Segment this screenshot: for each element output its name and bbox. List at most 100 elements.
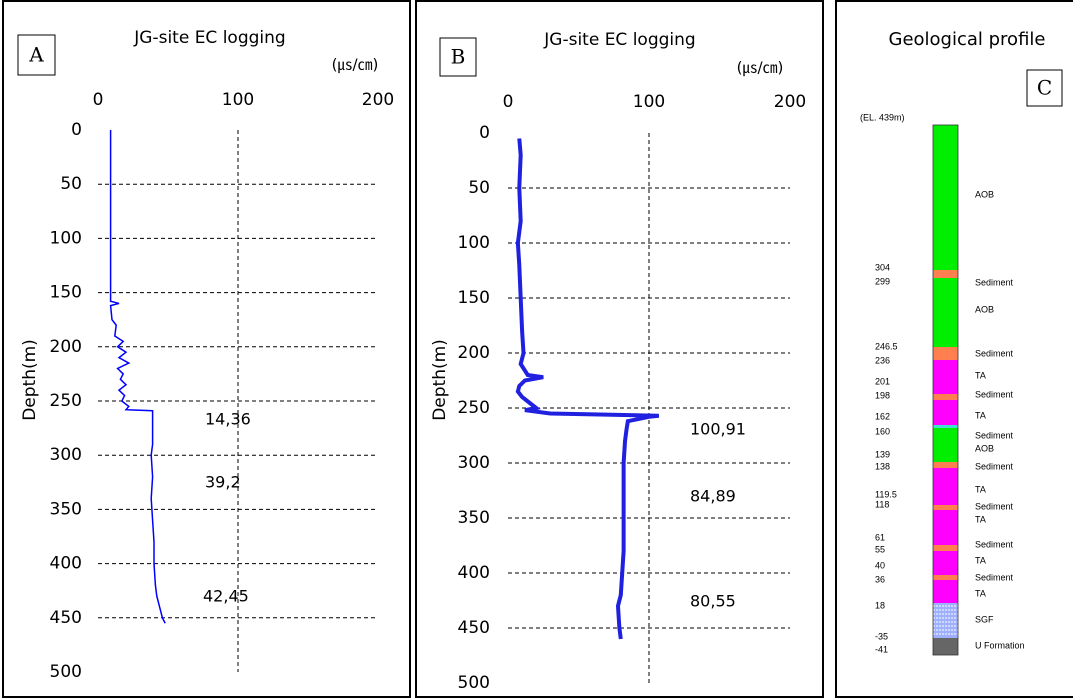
layer (933, 551, 958, 575)
x-tick-label: 0 (93, 90, 104, 110)
annotation: 100,91 (690, 420, 746, 439)
chart-title: JG-site EC logging (133, 28, 285, 48)
y-tick-label: 250 (458, 398, 490, 418)
annotation: 80,55 (690, 592, 736, 611)
y-tick-label: 150 (458, 288, 490, 308)
elevation-label: 201 (875, 376, 890, 386)
elevation-label: 304 (875, 262, 890, 272)
layer (933, 468, 958, 505)
annotation: 84,89 (690, 487, 736, 506)
layer (933, 510, 958, 545)
elevation-label: 18 (875, 600, 885, 610)
layer-name: Sediment (975, 348, 1014, 358)
ec-line (111, 130, 166, 623)
layer (933, 505, 958, 510)
x-tick-label: 200 (362, 90, 394, 110)
layer (933, 278, 958, 347)
x-tick-label: 0 (503, 92, 514, 112)
elevation-label: 40 (875, 560, 885, 570)
layer (933, 545, 958, 551)
panel-label: C (1037, 76, 1052, 100)
layer-name: TA (975, 484, 986, 494)
panel-label: B (451, 45, 466, 69)
annotation: 42,45 (203, 587, 249, 606)
y-tick-label: 300 (458, 453, 490, 473)
layer (933, 603, 958, 638)
unit-label: (㎲/㎝) (737, 59, 784, 77)
elevation-label: 198 (875, 390, 890, 400)
annotation: 39,2 (205, 473, 241, 492)
layer (933, 347, 958, 360)
layer-name: Sediment (975, 539, 1014, 549)
layer-name: Sediment (975, 461, 1014, 471)
figure: JG-site EC logging (㎲/㎝) A Depth(m) 0 100 200 0… (0, 0, 1073, 698)
y-axis-label: Depth(m) (430, 339, 450, 421)
layer (933, 400, 958, 425)
layer-name: AOB (975, 304, 994, 314)
layer-name: U Formation (975, 640, 1025, 650)
layer-name: AOB (975, 443, 994, 453)
layer (933, 394, 958, 400)
y-tick-label: 200 (458, 343, 490, 363)
elevation-label: 119.5 (875, 489, 897, 499)
layer-name: TA (975, 588, 986, 598)
layer-name: AOB (975, 189, 994, 199)
layer-name: Sediment (975, 430, 1014, 440)
elevation-label: 162 (875, 411, 890, 421)
chart-title: JG-site EC logging (543, 30, 695, 50)
layer (933, 425, 958, 428)
y-tick-label: 0 (479, 123, 490, 143)
y-tick-label: 400 (50, 554, 82, 574)
elevation-label: -41 (875, 644, 888, 654)
annotation: 14,36 (205, 410, 251, 429)
layer-name: SGF (975, 614, 994, 624)
y-tick-label: 100 (458, 233, 490, 253)
y-tick-label: 150 (50, 283, 82, 303)
layer-name: TA (975, 370, 986, 380)
elevation-label: 138 (875, 461, 890, 471)
layer-name: TA (975, 555, 986, 565)
y-tick-label: 200 (50, 337, 82, 357)
y-tick-label: 450 (50, 608, 82, 628)
x-tick-label: 100 (633, 92, 665, 112)
x-tick-label: 200 (774, 92, 806, 112)
y-tick-label: 300 (50, 445, 82, 465)
y-tick-label: 500 (50, 662, 82, 682)
elevation-label: -35 (875, 631, 888, 641)
layer (933, 575, 958, 580)
y-tick-label: 400 (458, 563, 490, 583)
y-tick-label: 250 (50, 391, 82, 411)
layer (933, 125, 958, 270)
y-tick-label: 350 (50, 499, 82, 519)
elevation-label: 236 (875, 355, 890, 365)
elevation-label: 36 (875, 574, 885, 584)
elevation-label: 299 (875, 276, 890, 286)
elevation-label: 61 (875, 532, 885, 542)
layer-name: TA (975, 514, 986, 524)
layer-name: Sediment (975, 277, 1014, 287)
y-tick-label: 450 (458, 618, 490, 638)
layer-name: Sediment (975, 389, 1014, 399)
layer (933, 462, 958, 468)
layer-name: Sediment (975, 501, 1014, 511)
elevation-label: 246.5 (875, 341, 898, 351)
layer (933, 638, 958, 655)
y-tick-label: 350 (458, 508, 490, 528)
elevation-top: (EL. 439m) (860, 112, 905, 122)
layer (933, 580, 958, 603)
layer (933, 270, 958, 278)
y-tick-label: 0 (71, 120, 82, 140)
profile-title: Geological profile (889, 29, 1046, 50)
layer-name: TA (975, 410, 986, 420)
layer (933, 360, 958, 394)
y-tick-label: 500 (458, 673, 490, 693)
elevation-label: 160 (875, 426, 890, 436)
layer (933, 428, 958, 462)
panel-label: A (28, 43, 44, 67)
layer-name: Sediment (975, 572, 1014, 582)
y-tick-label: 50 (60, 174, 82, 194)
unit-label: (㎲/㎝) (332, 56, 379, 74)
y-axis-label: Depth(m) (20, 339, 40, 421)
y-tick-label: 50 (468, 178, 490, 198)
y-tick-label: 100 (50, 228, 82, 248)
